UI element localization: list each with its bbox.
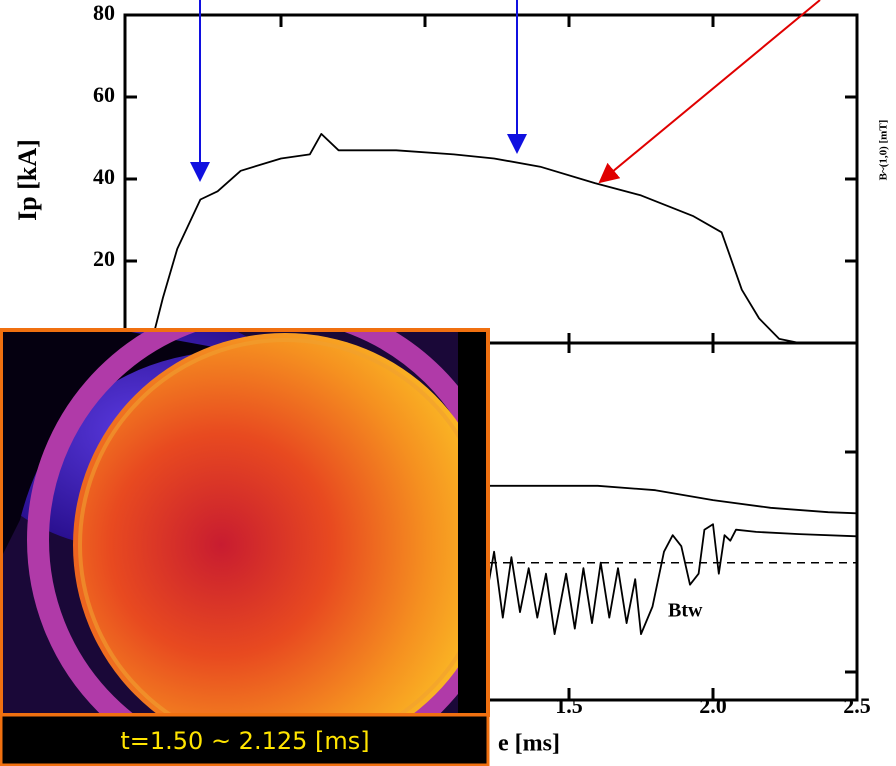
- annotation: Btw: [668, 600, 703, 622]
- camera-image: t=1.50 ~ 2.125 [ms]: [0, 328, 490, 766]
- caption: t=1.50 ~ 2.125 [ms]: [120, 727, 369, 755]
- y-tick-label: 80: [93, 0, 115, 25]
- y-tick-label: 60: [93, 82, 115, 107]
- x-tick-label: 2.0: [699, 693, 727, 718]
- line-series: [484, 523, 858, 635]
- y2-axis-label: B~(1,0) [mT]: [878, 120, 890, 181]
- line-series: [485, 484, 858, 515]
- image-bar: [458, 330, 488, 715]
- y-axis-label: Ip [kA]: [13, 139, 42, 221]
- arrow: [598, 0, 821, 184]
- x-tick-label: 1.5: [555, 693, 583, 718]
- y-tick-label: 20: [93, 246, 115, 271]
- image-ring: [78, 338, 488, 715]
- line-series: [150, 133, 840, 344]
- arrows: [190, 0, 821, 184]
- image-ring: [27, 330, 488, 715]
- caption-box: [0, 713, 490, 766]
- x-tick-label: 2.5: [843, 693, 871, 718]
- top-frame: [123, 13, 859, 345]
- image-disc: [73, 333, 488, 715]
- y-tick-label: 40: [93, 164, 115, 189]
- image-region: [0, 330, 230, 560]
- x-axis-label: e [ms]: [498, 731, 560, 757]
